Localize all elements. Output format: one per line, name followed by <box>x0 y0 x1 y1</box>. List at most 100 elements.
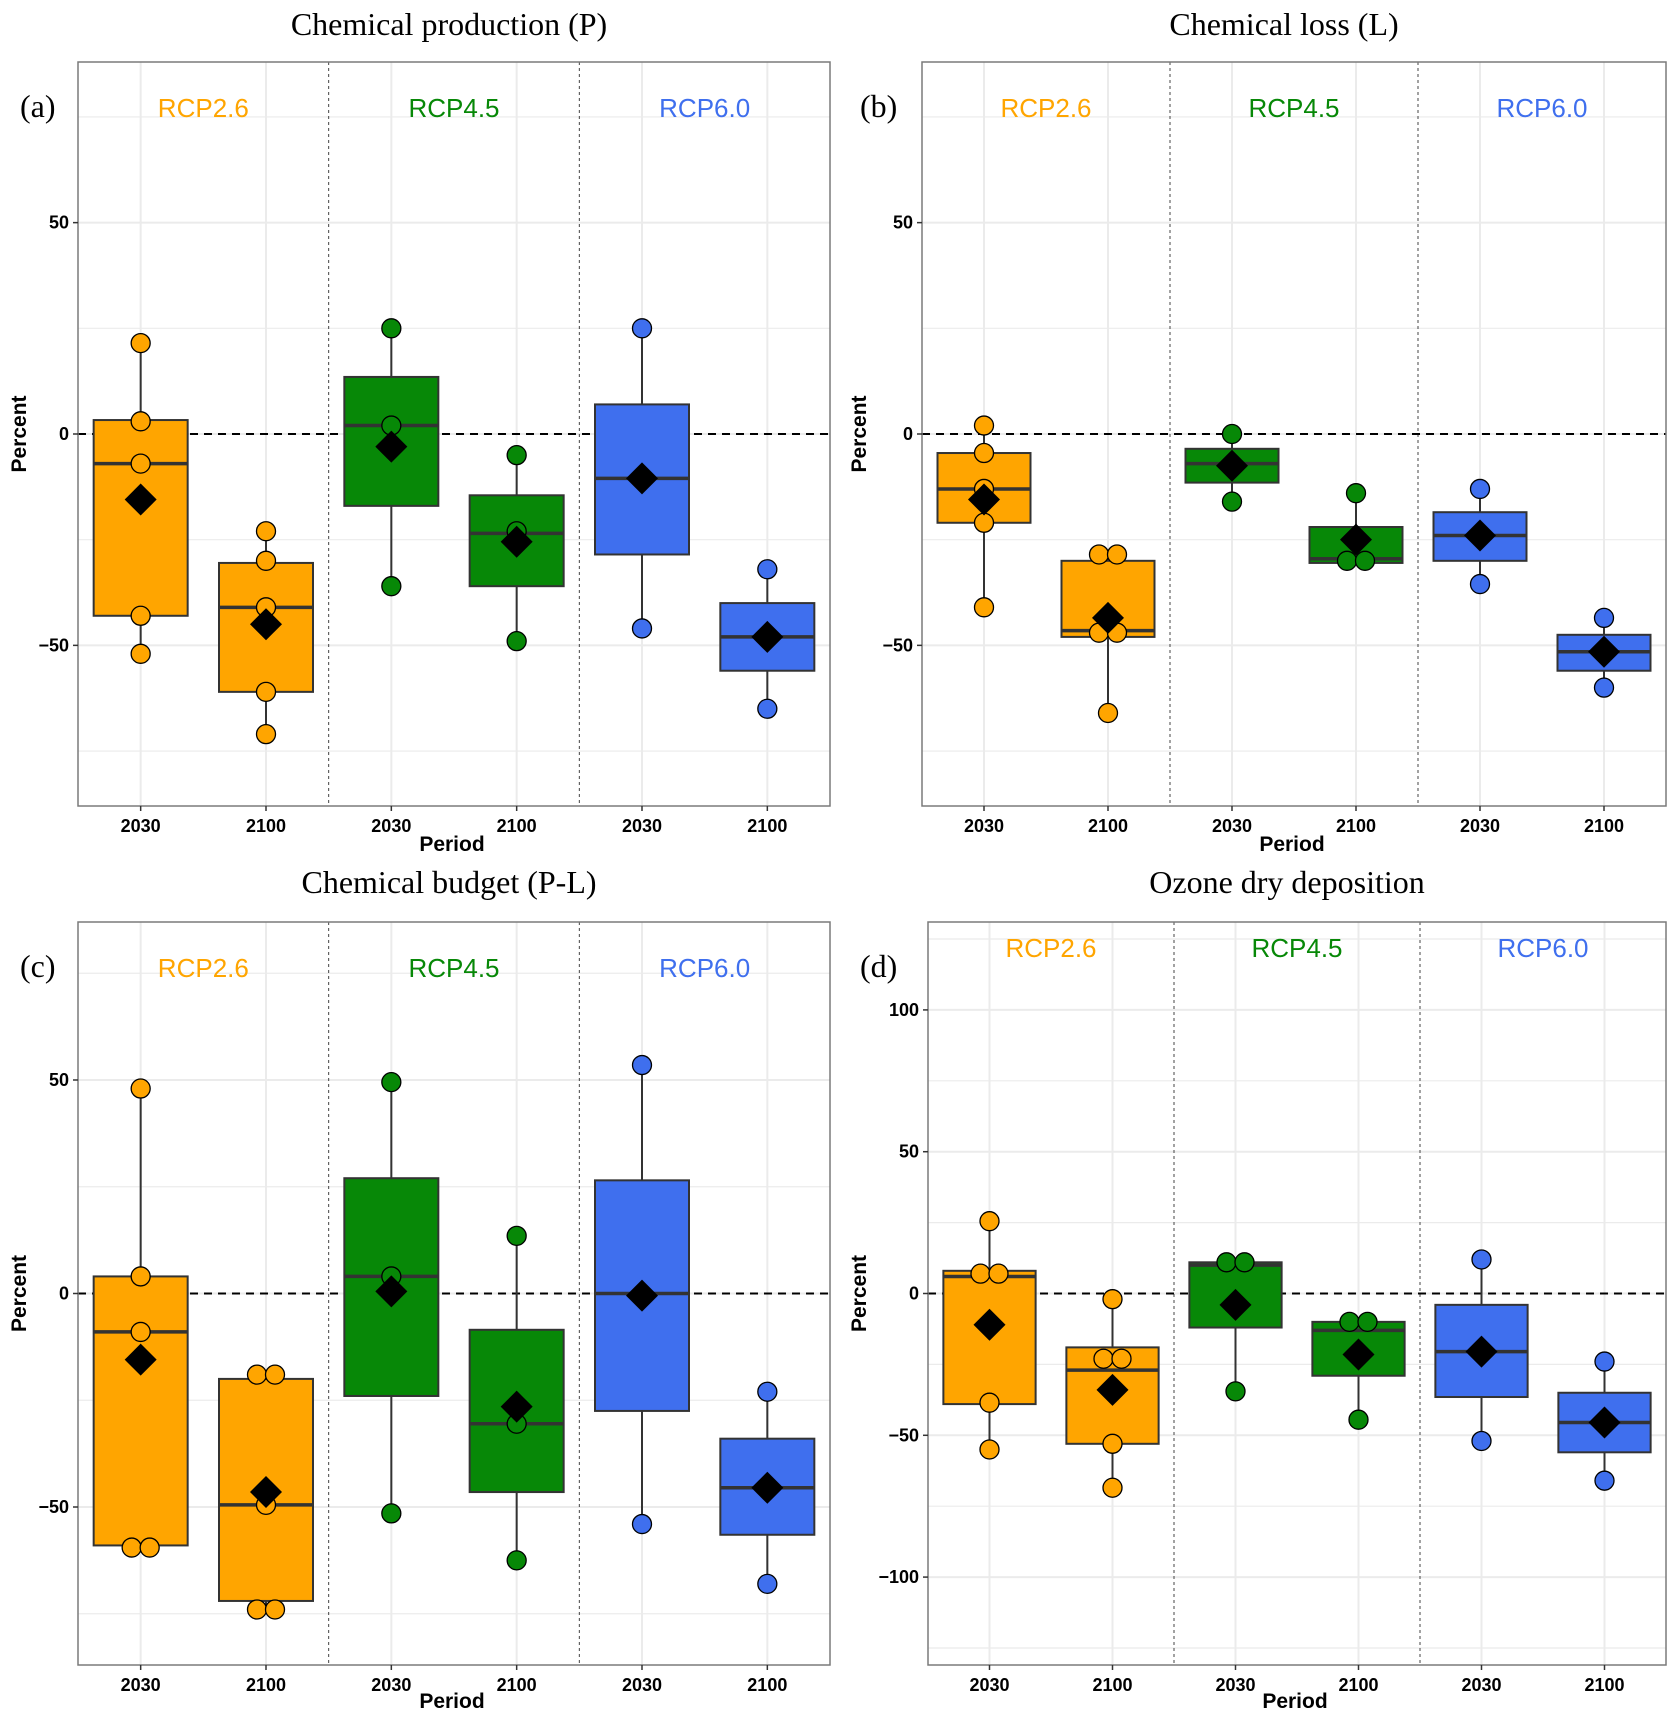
data-point <box>1593 677 1615 698</box>
data-point <box>979 1392 1000 1413</box>
box-iqr <box>92 419 189 617</box>
mean-marker <box>1465 1335 1498 1368</box>
data-point <box>246 1599 268 1620</box>
x-axis-label: Period <box>419 833 484 856</box>
panel-title: Ozone dry deposition <box>1149 864 1425 900</box>
y-axis-label: Percent <box>8 1255 31 1332</box>
data-point <box>139 1537 160 1558</box>
box-RCP2.6-2100 <box>218 521 314 745</box>
data-point <box>264 1599 286 1620</box>
data-point <box>1339 1311 1360 1333</box>
data-point <box>381 1503 402 1524</box>
data-point <box>1348 1409 1369 1430</box>
x-tick-label: 2100 <box>1088 816 1128 836</box>
x-tick-label: 2100 <box>1092 1675 1132 1695</box>
x-tick-label: 2030 <box>121 1675 161 1695</box>
scenario-label: RCP2.6 <box>1005 933 1096 963</box>
y-axis-label: Percent <box>8 395 31 472</box>
box-RCP6.0-2100 <box>1556 607 1652 698</box>
x-tick-label: 2100 <box>497 1675 537 1695</box>
mean-marker <box>375 1275 408 1308</box>
panel-title: Chemical budget (P-L) <box>301 864 596 900</box>
mean-marker <box>1096 1373 1129 1406</box>
panel-label: (c) <box>20 948 56 984</box>
mean-marker <box>500 1390 533 1423</box>
y-tick-label: −50 <box>882 635 913 655</box>
data-point <box>506 1550 527 1571</box>
box-RCP2.6-2100 <box>1065 1289 1160 1498</box>
data-point <box>973 512 995 533</box>
box-RCP2.6-2030 <box>936 415 1032 618</box>
x-tick-label: 2100 <box>246 816 286 836</box>
y-tick-label: 50 <box>49 1070 69 1090</box>
y-tick-label: 0 <box>59 424 69 444</box>
box-RCP4.5-2030 <box>343 318 440 597</box>
data-point <box>255 723 277 745</box>
x-tick-label: 2100 <box>1584 1675 1624 1695</box>
data-point <box>1102 1433 1123 1454</box>
x-tick-label: 2100 <box>1338 1675 1378 1695</box>
data-point <box>1221 423 1243 445</box>
data-point <box>1471 1249 1492 1270</box>
y-axis-label: Percent <box>848 395 871 472</box>
scenario-label: RCP4.5 <box>408 93 499 123</box>
mean-marker <box>1464 519 1496 552</box>
data-point <box>1354 550 1376 571</box>
data-point <box>1225 1381 1246 1402</box>
box-RCP4.5-2100 <box>1311 1311 1406 1430</box>
y-tick-label: −50 <box>38 635 69 655</box>
x-tick-label: 2030 <box>964 816 1004 836</box>
data-point <box>757 698 778 719</box>
data-point <box>506 444 527 466</box>
mean-marker <box>1219 1288 1252 1321</box>
scenario-label: RCP2.6 <box>158 93 249 123</box>
x-tick-label: 2100 <box>747 1675 787 1695</box>
data-point <box>130 1266 151 1287</box>
mean-marker <box>375 430 408 463</box>
x-tick-label: 2030 <box>622 816 662 836</box>
x-axis-label: Period <box>1259 833 1324 856</box>
panel-label: (d) <box>860 948 897 984</box>
y-tick-label: 0 <box>59 1284 69 1304</box>
data-point <box>979 1439 1000 1460</box>
data-point <box>130 1321 151 1343</box>
scenario-label: RCP2.6 <box>158 953 249 983</box>
mean-marker <box>626 1279 658 1312</box>
mean-marker <box>1588 1406 1621 1439</box>
panel-b: RCP2.6 RCP4.5 RCP6.0 −50 0 50 2030 2100 2030 2100… <box>848 6 1667 856</box>
data-point <box>1594 1470 1615 1491</box>
data-point <box>130 605 151 626</box>
mean-marker <box>1342 1338 1375 1371</box>
data-point <box>381 318 402 339</box>
data-point <box>506 630 527 652</box>
mean-marker <box>1216 449 1248 482</box>
mean-marker <box>968 483 1000 516</box>
panel-c: RCP2.6 RCP4.5 RCP6.0 −50 0 50 2030 2100 2030 2100… <box>8 864 831 1713</box>
panel-d: RCP2.6 RCP4.5 RCP6.0 −100 −50 0 50 100 2030 2100 2… <box>848 864 1667 1713</box>
data-point <box>506 1225 527 1247</box>
y-tick-label: −50 <box>38 1497 69 1517</box>
data-point <box>1106 544 1128 565</box>
box-RCP4.5-2100 <box>468 444 565 652</box>
data-point <box>1102 1477 1123 1498</box>
scenario-label: RCP4.5 <box>408 953 499 983</box>
data-point <box>1221 491 1243 512</box>
y-tick-label: 50 <box>899 1142 919 1162</box>
mean-marker <box>250 1476 282 1509</box>
data-point <box>1593 607 1615 629</box>
data-point <box>1097 702 1119 724</box>
data-point <box>1357 1311 1378 1333</box>
data-point <box>130 332 151 354</box>
mean-marker <box>1092 601 1124 634</box>
x-tick-label: 2030 <box>1212 816 1252 836</box>
x-tick-label: 2030 <box>121 816 161 836</box>
data-point <box>1336 550 1358 571</box>
x-tick-label: 2100 <box>747 816 787 836</box>
y-tick-label: 50 <box>893 213 913 233</box>
box-RCP6.0-2030 <box>594 1054 690 1535</box>
box-RCP4.5-2030 <box>343 1071 440 1524</box>
data-point <box>1594 1351 1615 1372</box>
scenario-label: RCP4.5 <box>1248 93 1339 123</box>
y-axis-label: Percent <box>848 1255 871 1332</box>
